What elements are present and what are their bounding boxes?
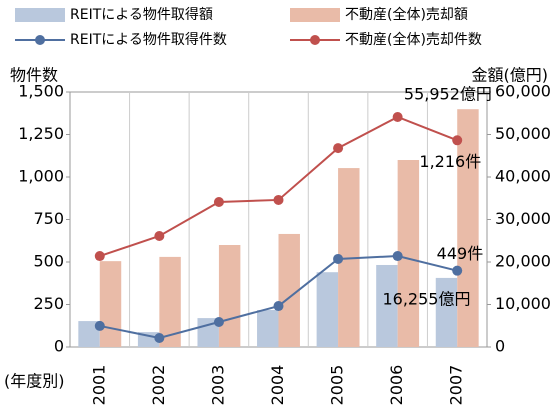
bar xyxy=(397,160,420,347)
y2-tick-label: 50,000 xyxy=(495,124,551,143)
y-tick-label: 1,250 xyxy=(18,124,64,143)
x-tick-label: 2007 xyxy=(447,365,466,406)
x-tick-label: 2002 xyxy=(149,365,168,406)
y2-tick-label: 30,000 xyxy=(495,209,551,228)
x-tick-label: 2004 xyxy=(268,365,287,406)
data-label: 16,255億円 xyxy=(382,289,470,308)
x-axis-title: (年度別) xyxy=(4,372,65,391)
legend-label: REITによる物件取得件数 xyxy=(70,31,227,48)
marker xyxy=(213,317,224,328)
y2-tick-label: 60,000 xyxy=(495,82,551,101)
y-tick-label: 250 xyxy=(33,294,64,313)
marker xyxy=(452,265,463,276)
y-axis-title: 物件数 xyxy=(10,66,58,85)
y2-tick-label: 0 xyxy=(495,337,505,356)
bar xyxy=(137,332,160,347)
marker xyxy=(452,135,463,146)
legend-marker xyxy=(310,35,320,45)
y2-tick-label: 20,000 xyxy=(495,252,551,271)
y2-axis-title: 金額(億円) xyxy=(472,66,549,85)
marker xyxy=(154,230,165,241)
marker xyxy=(94,320,105,331)
bar xyxy=(218,245,241,347)
bar xyxy=(457,109,479,347)
bar xyxy=(278,233,300,347)
marker xyxy=(154,332,165,343)
bar xyxy=(376,264,398,347)
y2-tick-label: 10,000 xyxy=(495,294,551,313)
bar xyxy=(159,256,181,347)
x-tick-label: 2003 xyxy=(208,365,227,406)
marker xyxy=(94,251,105,262)
data-label: 55,952億円 xyxy=(404,85,492,104)
data-label: 449件 xyxy=(437,244,484,263)
data-label: 1,216件 xyxy=(419,152,481,171)
y-tick-label: 1,000 xyxy=(18,167,64,186)
marker xyxy=(273,194,284,205)
bar xyxy=(316,272,339,347)
marker xyxy=(392,111,403,122)
legend-label: 不動産(全体)売却額 xyxy=(345,6,468,23)
x-tick-label: 2001 xyxy=(89,365,108,406)
marker xyxy=(273,301,284,312)
legend-swatch xyxy=(15,8,65,22)
x-tick-label: 2005 xyxy=(328,365,347,406)
bar xyxy=(99,261,122,347)
marker xyxy=(333,253,344,264)
marker xyxy=(333,143,344,154)
y-tick-label: 750 xyxy=(33,209,64,228)
y-tick-label: 1,500 xyxy=(18,82,64,101)
legend-label: REITによる物件取得額 xyxy=(70,6,213,23)
y2-tick-label: 40,000 xyxy=(495,167,551,186)
x-tick-label: 2006 xyxy=(387,365,406,406)
y-tick-label: 0 xyxy=(54,337,64,356)
legend-marker xyxy=(35,35,45,45)
bar xyxy=(257,310,279,347)
bar xyxy=(435,277,458,347)
y-tick-label: 500 xyxy=(33,252,64,271)
legend-label: 不動産(全体)売却件数 xyxy=(345,31,482,48)
marker xyxy=(213,196,224,207)
marker xyxy=(392,251,403,262)
bar xyxy=(78,321,100,347)
legend-swatch xyxy=(290,8,340,22)
